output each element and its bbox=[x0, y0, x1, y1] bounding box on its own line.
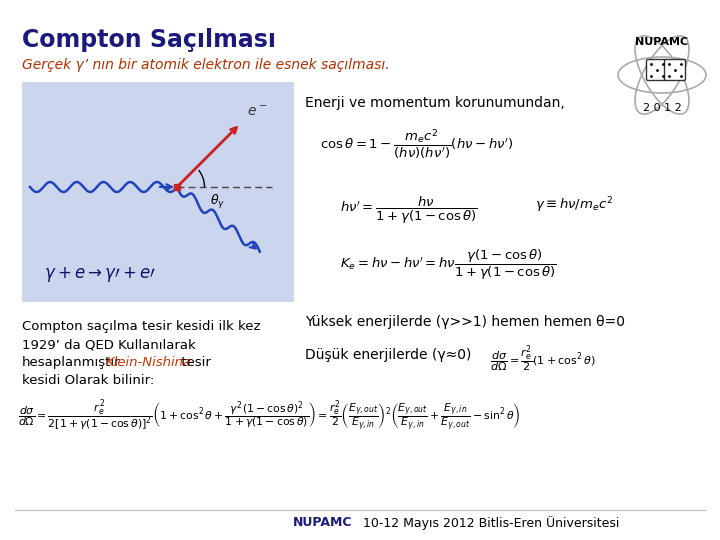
FancyBboxPatch shape bbox=[647, 59, 667, 80]
Text: $\dfrac{d\sigma}{d\Omega} = \dfrac{r_e^2}{2[1+\gamma(1-\cos\theta)]^2}\left(1+\c: $\dfrac{d\sigma}{d\Omega} = \dfrac{r_e^2… bbox=[18, 398, 521, 433]
Text: Düşük enerjilerde (γ≈0): Düşük enerjilerde (γ≈0) bbox=[305, 348, 472, 362]
Text: $e^-$: $e^-$ bbox=[247, 104, 267, 118]
Text: $\theta_\gamma$: $\theta_\gamma$ bbox=[210, 193, 225, 211]
Text: $\gamma + e \rightarrow \gamma\prime + e\prime$: $\gamma + e \rightarrow \gamma\prime + e… bbox=[44, 265, 156, 284]
Text: $\gamma \equiv h\nu / m_e c^2$: $\gamma \equiv h\nu / m_e c^2$ bbox=[535, 195, 613, 214]
Text: Klein-Nishina: Klein-Nishina bbox=[105, 356, 192, 369]
Text: 1929’ da QED Kullanılarak: 1929’ da QED Kullanılarak bbox=[22, 338, 196, 351]
Bar bbox=[22, 82, 294, 302]
Text: $K_e = h\nu - h\nu^{\prime} = h\nu \dfrac{\gamma(1-\cos\theta)}{1 + \gamma(1-\co: $K_e = h\nu - h\nu^{\prime} = h\nu \dfra… bbox=[340, 248, 557, 282]
Text: NUPAMC: NUPAMC bbox=[636, 37, 688, 47]
Text: Compton saçılma tesir kesidi ilk kez: Compton saçılma tesir kesidi ilk kez bbox=[22, 320, 261, 333]
Text: Yüksek enerjilerde (γ>>1) hemen hemen θ=0: Yüksek enerjilerde (γ>>1) hemen hemen θ=… bbox=[305, 315, 625, 329]
Text: $\cos\theta = 1 - \dfrac{m_e c^2}{(h\nu)(h\nu^{\prime})}(h\nu - h\nu^{\prime})$: $\cos\theta = 1 - \dfrac{m_e c^2}{(h\nu)… bbox=[320, 128, 513, 163]
Text: $\dfrac{d\sigma}{d\Omega} = \dfrac{r_e^2}{2}(1+\cos^2\theta)$: $\dfrac{d\sigma}{d\Omega} = \dfrac{r_e^2… bbox=[490, 344, 595, 375]
Text: kesidi Olarak bilinir:: kesidi Olarak bilinir: bbox=[22, 374, 154, 387]
FancyBboxPatch shape bbox=[665, 59, 685, 80]
Text: hesaplanmıştır.: hesaplanmıştır. bbox=[22, 356, 124, 369]
Text: $h\nu^{\prime} = \dfrac{h\nu}{1 + \gamma(1-\cos\theta)}$: $h\nu^{\prime} = \dfrac{h\nu}{1 + \gamma… bbox=[340, 195, 477, 226]
Text: NUPAMC: NUPAMC bbox=[292, 516, 352, 529]
Text: tesir: tesir bbox=[177, 356, 211, 369]
Text: Compton Saçılması: Compton Saçılması bbox=[22, 28, 276, 52]
Text: Gerçek γ’ nın bir atomik elektron ile esnek saçılması.: Gerçek γ’ nın bir atomik elektron ile es… bbox=[22, 58, 390, 72]
Text: Enerji ve momentum korunumundan,: Enerji ve momentum korunumundan, bbox=[305, 96, 564, 110]
Text: 2 0 1 2: 2 0 1 2 bbox=[643, 103, 681, 113]
Text: 10-12 Mayıs 2012 Bitlis-Eren Üniversitesi: 10-12 Mayıs 2012 Bitlis-Eren Üniversites… bbox=[355, 516, 619, 530]
